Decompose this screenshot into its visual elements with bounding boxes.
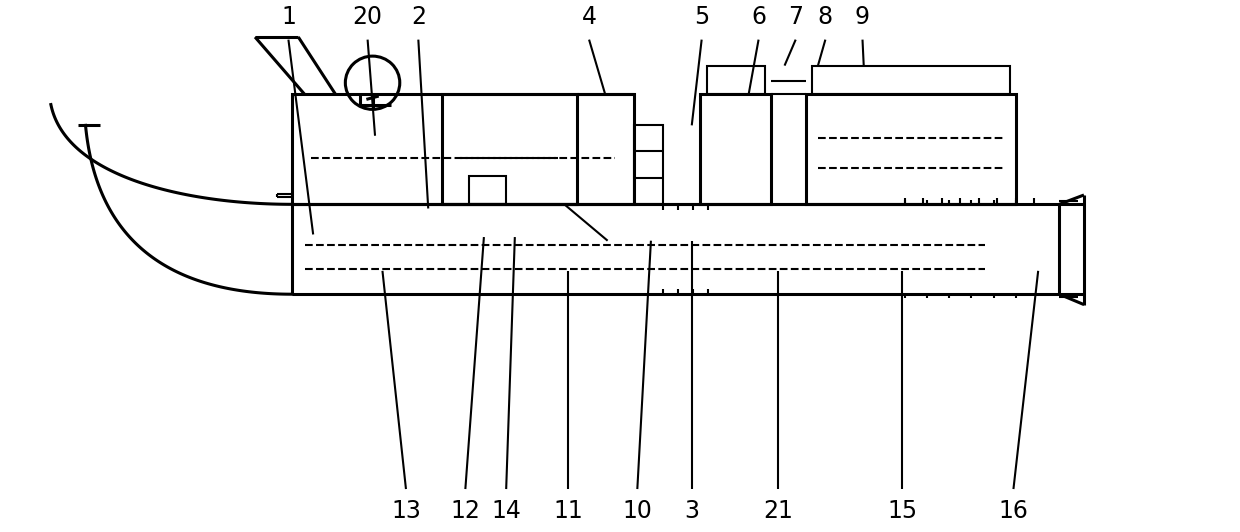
- Text: 13: 13: [391, 500, 420, 523]
- Text: 1: 1: [281, 5, 296, 29]
- Bar: [441, 94, 634, 204]
- Text: 10: 10: [622, 500, 652, 523]
- Text: 21: 21: [764, 500, 794, 523]
- Text: 8: 8: [818, 5, 833, 29]
- Text: 4: 4: [582, 5, 596, 29]
- Bar: [634, 126, 663, 204]
- Bar: [293, 94, 577, 204]
- Text: 11: 11: [553, 500, 583, 523]
- Text: 20: 20: [352, 5, 383, 29]
- Text: 2: 2: [410, 5, 425, 29]
- Text: 9: 9: [856, 5, 870, 29]
- Text: 7: 7: [789, 5, 804, 29]
- Text: 3: 3: [684, 500, 699, 523]
- Text: 16: 16: [998, 500, 1028, 523]
- Text: 5: 5: [694, 5, 709, 29]
- Text: 12: 12: [450, 500, 480, 523]
- Bar: [707, 65, 765, 94]
- Text: 14: 14: [491, 500, 521, 523]
- Bar: [701, 94, 771, 204]
- Bar: [812, 65, 1009, 94]
- Bar: [469, 176, 506, 204]
- Bar: [806, 94, 1016, 204]
- Text: 6: 6: [751, 5, 766, 29]
- Text: 15: 15: [887, 500, 918, 523]
